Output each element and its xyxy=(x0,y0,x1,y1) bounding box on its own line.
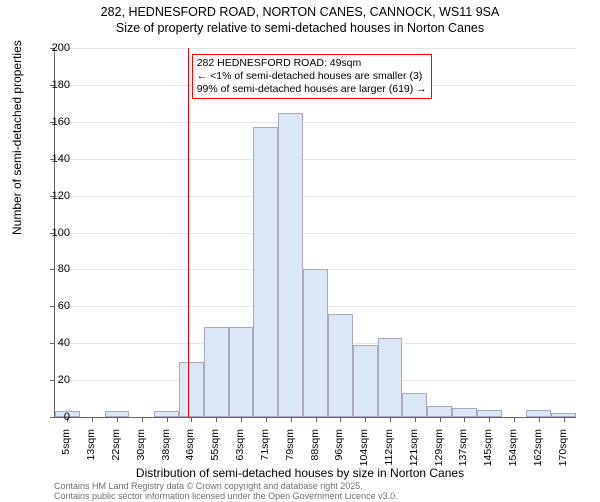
histogram-bar xyxy=(378,338,403,417)
x-tick-mark xyxy=(142,417,143,422)
histogram-bar xyxy=(427,406,452,417)
x-tick-label: 104sqm xyxy=(358,429,370,479)
histogram-bar xyxy=(278,113,303,417)
x-tick-mark xyxy=(117,417,118,422)
histogram-bar xyxy=(229,327,254,417)
chart-container: 282, HEDNESFORD ROAD, NORTON CANES, CANN… xyxy=(0,0,600,500)
histogram-bar xyxy=(526,410,551,417)
x-tick-label: 71sqm xyxy=(259,429,271,479)
x-tick-label: 13sqm xyxy=(85,429,97,479)
reference-line xyxy=(188,48,189,417)
x-tick-mark xyxy=(564,417,565,422)
plot-area: 282 HEDNESFORD ROAD: 49sqm← <1% of semi-… xyxy=(54,48,576,418)
x-tick-label: 88sqm xyxy=(309,429,321,479)
x-tick-label: 63sqm xyxy=(234,429,246,479)
annotation-box: 282 HEDNESFORD ROAD: 49sqm← <1% of semi-… xyxy=(192,54,432,99)
y-tick-label: 160 xyxy=(40,116,70,128)
x-tick-mark xyxy=(489,417,490,422)
x-tick-mark xyxy=(92,417,93,422)
histogram-bar xyxy=(253,127,278,417)
x-tick-mark xyxy=(390,417,391,422)
histogram-bar xyxy=(402,393,427,417)
title-line-2: Size of property relative to semi-detach… xyxy=(0,20,600,36)
histogram-bar xyxy=(179,362,204,417)
x-tick-mark xyxy=(266,417,267,422)
x-tick-label: 38sqm xyxy=(160,429,172,479)
annotation-line: ← <1% of semi-detached houses are smalle… xyxy=(197,70,427,83)
x-tick-label: 170sqm xyxy=(557,429,569,479)
x-tick-mark xyxy=(440,417,441,422)
x-tick-label: 121sqm xyxy=(408,429,420,479)
footer-line-2: Contains public sector information licen… xyxy=(54,492,398,502)
title-line-1: 282, HEDNESFORD ROAD, NORTON CANES, CANN… xyxy=(0,4,600,20)
x-tick-mark xyxy=(539,417,540,422)
x-tick-mark xyxy=(340,417,341,422)
histogram-bar xyxy=(303,269,328,417)
x-tick-label: 30sqm xyxy=(135,429,147,479)
x-tick-mark xyxy=(464,417,465,422)
annotation-line: 99% of semi-detached houses are larger (… xyxy=(197,83,427,96)
y-tick-label: 0 xyxy=(40,411,70,423)
histogram-bar xyxy=(452,408,477,417)
x-tick-label: 55sqm xyxy=(209,429,221,479)
x-tick-mark xyxy=(291,417,292,422)
grid-line xyxy=(55,159,576,160)
chart-area: 282 HEDNESFORD ROAD: 49sqm← <1% of semi-… xyxy=(54,48,576,418)
x-tick-mark xyxy=(415,417,416,422)
x-tick-mark xyxy=(316,417,317,422)
y-tick-label: 180 xyxy=(40,79,70,91)
y-tick-label: 100 xyxy=(40,227,70,239)
y-tick-label: 120 xyxy=(40,190,70,202)
x-tick-mark xyxy=(365,417,366,422)
x-tick-label: 137sqm xyxy=(457,429,469,479)
x-tick-mark xyxy=(167,417,168,422)
x-tick-label: 129sqm xyxy=(433,429,445,479)
y-tick-label: 40 xyxy=(40,337,70,349)
grid-line xyxy=(55,233,576,234)
x-tick-label: 154sqm xyxy=(507,429,519,479)
x-tick-mark xyxy=(216,417,217,422)
title-block: 282, HEDNESFORD ROAD, NORTON CANES, CANN… xyxy=(0,0,600,37)
x-tick-label: 5sqm xyxy=(60,429,72,479)
histogram-bar xyxy=(328,314,353,417)
footer: Contains HM Land Registry data © Crown c… xyxy=(54,482,398,502)
x-tick-label: 46sqm xyxy=(184,429,196,479)
x-tick-label: 162sqm xyxy=(532,429,544,479)
x-tick-label: 145sqm xyxy=(482,429,494,479)
annotation-line: 282 HEDNESFORD ROAD: 49sqm xyxy=(197,57,427,70)
grid-line xyxy=(55,48,576,49)
grid-line xyxy=(55,196,576,197)
x-tick-label: 22sqm xyxy=(110,429,122,479)
y-tick-label: 140 xyxy=(40,153,70,165)
y-axis-label: Number of semi-detached properties xyxy=(10,40,24,235)
grid-line xyxy=(55,122,576,123)
y-tick-label: 20 xyxy=(40,374,70,386)
y-tick-label: 80 xyxy=(40,263,70,275)
histogram-bar xyxy=(353,345,378,417)
x-tick-mark xyxy=(241,417,242,422)
histogram-bar xyxy=(204,327,229,417)
x-tick-label: 96sqm xyxy=(333,429,345,479)
y-tick-label: 60 xyxy=(40,300,70,312)
x-tick-label: 112sqm xyxy=(383,429,395,479)
x-tick-label: 79sqm xyxy=(284,429,296,479)
x-tick-mark xyxy=(191,417,192,422)
x-tick-mark xyxy=(514,417,515,422)
histogram-bar xyxy=(477,410,502,417)
y-tick-label: 200 xyxy=(40,42,70,54)
